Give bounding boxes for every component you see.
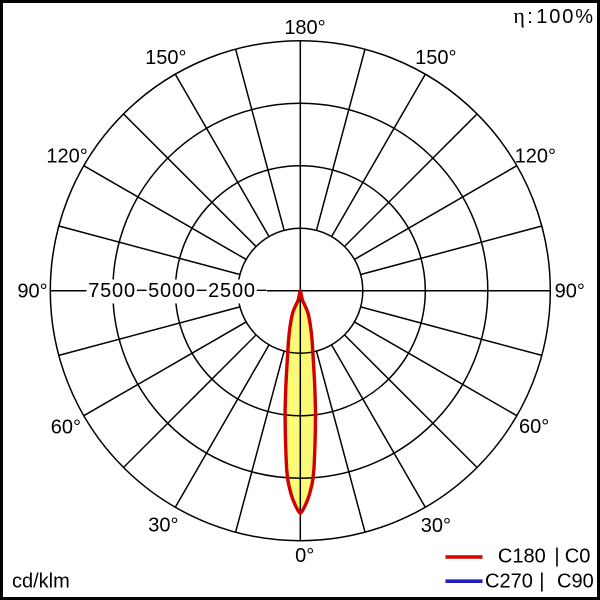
svg-text:7500−: 7500− — [88, 280, 148, 302]
svg-text:120°: 120° — [515, 146, 556, 168]
svg-text:cd/klm: cd/klm — [12, 571, 70, 593]
svg-text:C270|C90: C270 | C90 — [485, 570, 594, 592]
svg-text:C180|C0: C180 | C0 — [498, 546, 590, 568]
svg-text:2500−: 2500− — [208, 280, 268, 302]
svg-text:120°: 120° — [46, 146, 87, 168]
svg-text:150°: 150° — [415, 47, 456, 69]
svg-text:90°: 90° — [17, 280, 47, 302]
svg-text:150°: 150° — [145, 47, 186, 69]
svg-text:90°: 90° — [555, 281, 585, 303]
svg-text:180°: 180° — [284, 17, 325, 39]
svg-text:η:100%: η:100% — [513, 3, 595, 28]
svg-text:5000−: 5000− — [148, 280, 208, 302]
svg-text:60°: 60° — [519, 416, 549, 438]
svg-text:30°: 30° — [421, 515, 451, 537]
svg-text:30°: 30° — [148, 515, 178, 537]
svg-text:0°: 0° — [295, 545, 314, 567]
svg-text:60°: 60° — [51, 417, 81, 439]
